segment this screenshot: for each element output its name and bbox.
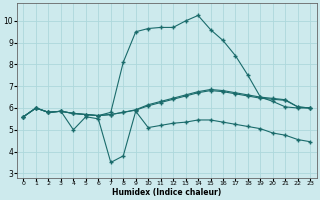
X-axis label: Humidex (Indice chaleur): Humidex (Indice chaleur) xyxy=(112,188,221,197)
